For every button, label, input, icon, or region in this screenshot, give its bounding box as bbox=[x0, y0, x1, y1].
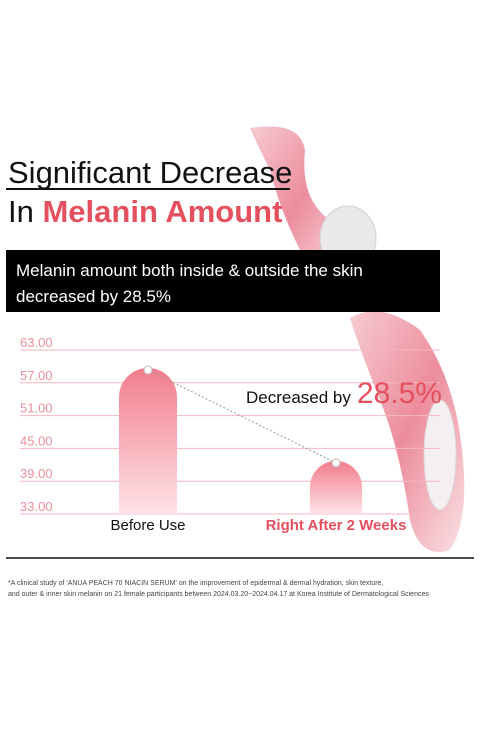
banner bbox=[6, 250, 440, 312]
title-prefix: In bbox=[8, 194, 34, 229]
title-line1: Significant Decrease bbox=[8, 155, 292, 190]
bar bbox=[310, 460, 362, 514]
y-tick-label: 45.00 bbox=[20, 433, 53, 448]
title-line2: In Melanin Amount bbox=[8, 194, 282, 229]
x-tick-label: Right After 2 Weeks bbox=[266, 517, 407, 534]
y-tick-label: 39.00 bbox=[20, 466, 53, 481]
x-tick-label: Before Use bbox=[110, 517, 185, 534]
annotation: Decreased by 28.5% bbox=[246, 377, 442, 410]
bar bbox=[119, 368, 177, 514]
annotation-value: 28.5% bbox=[357, 377, 442, 410]
point-dot bbox=[331, 458, 341, 468]
y-tick-label: 57.00 bbox=[20, 368, 53, 383]
footnote-line: and outer & inner skin melanin on 21 fem… bbox=[8, 591, 429, 598]
banner-line: Melanin amount both inside & outside the… bbox=[16, 261, 363, 280]
y-tick-label: 33.00 bbox=[20, 499, 53, 514]
y-tick-label: 51.00 bbox=[20, 401, 53, 416]
y-tick-label: 63.00 bbox=[20, 335, 53, 350]
chart: 33.00 39.00 45.00 51.00 57.00 63.00 Before Use… bbox=[20, 335, 442, 534]
banner-line: decreased by 28.5% bbox=[16, 287, 171, 306]
footnote-line: *A clinical study of 'ANUA PEACH 70 NIAC… bbox=[8, 580, 383, 587]
connector bbox=[147, 369, 337, 464]
annotation-prefix: Decreased by bbox=[246, 388, 351, 407]
point-dot bbox=[143, 365, 153, 375]
title-highlight: Melanin Amount bbox=[42, 194, 282, 229]
